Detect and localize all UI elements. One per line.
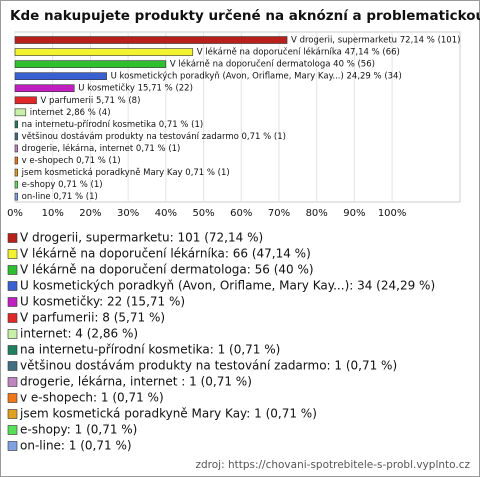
bar [14, 96, 37, 105]
legend-label: U kosmetičky: 22 (15,71 %) [20, 295, 185, 309]
legend-label: on-line: 1 (0,71 %) [20, 439, 132, 453]
x-tick-label: 10% [42, 208, 64, 219]
x-tick-label: 40% [155, 208, 177, 219]
legend-swatch [7, 425, 18, 435]
value-label: na internetu-přírodní kosmetika 0,71 % (… [22, 120, 204, 130]
legend-label: jsem kosmetická poradkyně Mary Kay: 1 (0… [19, 407, 317, 421]
value-label: v e-shopech 0,71 % (1) [22, 156, 121, 166]
bar [14, 60, 167, 68]
legend-swatch [7, 297, 18, 307]
source: zdroj: https://chovani-spotrebitele-s-pr… [195, 459, 470, 471]
legend-label: internet: 4 (2,86 %) [20, 327, 138, 341]
legend-swatch [7, 409, 18, 419]
value-label: jsem kosmetická poradkyně Mary Kay 0,71 … [21, 168, 230, 178]
value-label: U kosmetičky 15,71 % (22) [78, 83, 193, 94]
legend-swatch [7, 313, 18, 323]
bar [14, 72, 107, 80]
x-tick-label: 30% [117, 208, 139, 219]
bar [14, 180, 18, 189]
legend-swatch [7, 393, 18, 403]
legend-swatch [7, 249, 18, 259]
x-tick-label: 20% [79, 208, 101, 219]
x-tick-label: 50% [192, 208, 214, 219]
value-label: většinou dostávám produkty na testování … [22, 131, 286, 142]
value-label: V lékárně na doporučení dermatologa 40 %… [170, 59, 375, 70]
value-label: drogerie, lékárna, internet 0,71 % (1) [22, 143, 181, 154]
legend-swatch [7, 265, 18, 275]
value-label: on-line 0,71 % (1) [22, 192, 98, 202]
legend-swatch [7, 281, 18, 291]
value-label: V drogerii, supermarketu 72,14 % (101) [291, 36, 460, 46]
x-tick-label: 0% [7, 208, 23, 219]
legend-swatch [7, 441, 18, 451]
bar [14, 168, 18, 177]
legend-swatch [7, 377, 18, 387]
bar [14, 132, 18, 141]
x-tick-label: 60% [230, 208, 252, 219]
value-label: internet 2,86 % (4) [30, 108, 111, 118]
bar [14, 36, 288, 44]
bar [14, 156, 18, 165]
chart-title: Kde nakupujete produkty určené na aknózn… [10, 8, 480, 24]
legend-label: e-shopy: 1 (0,71 %) [20, 423, 137, 437]
bar [14, 84, 75, 93]
bar [14, 108, 27, 117]
legend-label: V parfumerii: 8 (5,71 %) [20, 311, 165, 325]
legend-swatch [7, 345, 18, 355]
value-label: U kosmetických poradkyň (Avon, Oriflame,… [111, 71, 402, 82]
bar [14, 192, 18, 201]
legend-label: v e-shopech: 1 (0,71 %) [20, 391, 164, 405]
x-tick-label: 100% [378, 208, 407, 219]
bar [14, 144, 18, 153]
x-tick-label: 90% [343, 208, 365, 219]
value-label: V parfumerii 5,71 % (8) [41, 96, 141, 106]
legend-label: V lékárně na doporučení lékárníka: 66 (4… [20, 247, 311, 261]
legend-swatch [7, 329, 18, 339]
value-label: V lékárně na doporučení lékárníka 47,14 … [197, 47, 400, 58]
legend-label: na internetu-přírodní kosmetika: 1 (0,71… [20, 343, 280, 357]
legend-label: většinou dostávám produkty na testování … [20, 359, 397, 373]
legend-label: U kosmetických poradkyň (Avon, Oriflame,… [20, 279, 435, 293]
legend-label: V drogerii, supermarketu: 101 (72,14 %) [20, 231, 263, 245]
value-label: e-shopy 0,71 % (1) [22, 180, 103, 190]
legend-label: drogerie, lékárna, internet : 1 (0,71 %) [20, 375, 252, 389]
x-tick-label: 70% [268, 208, 290, 219]
x-tick-label: 80% [306, 208, 328, 219]
bar [14, 120, 18, 129]
legend-swatch [7, 233, 18, 243]
legend-label: V lékárně na doporučení dermatologa: 56 … [20, 263, 314, 277]
bar [14, 48, 194, 56]
legend-swatch [7, 361, 18, 371]
